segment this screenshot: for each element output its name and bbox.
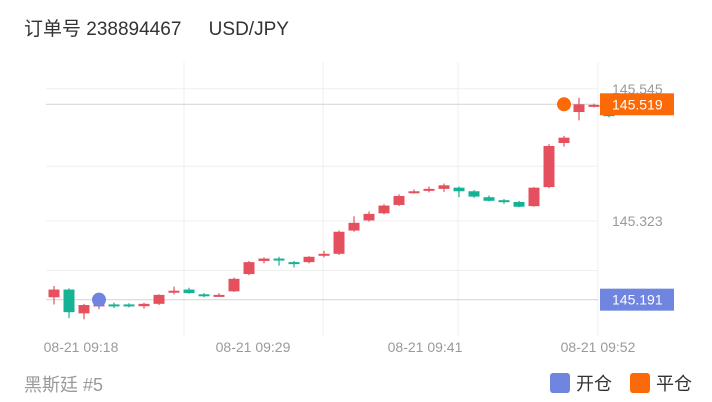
candle-body-21	[363, 213, 375, 221]
candle-body-23	[393, 196, 405, 205]
candlestick-chart: 145.545 145.323 145.519 145.191 08-21 09:18 0…	[44, 62, 674, 355]
source-label: 黑斯廷 #5	[24, 375, 104, 395]
candle-body-7	[153, 294, 165, 304]
candle-body-29	[483, 197, 495, 201]
candle-body-1	[63, 289, 75, 313]
x-tick-label-2: 08-21 09:41	[388, 339, 463, 355]
candle-body-10	[198, 294, 210, 297]
candle-body-15	[273, 258, 285, 261]
candle-body-28	[468, 191, 480, 197]
close-marker	[557, 97, 571, 112]
candle-body-25	[423, 188, 435, 191]
candle-body-12	[228, 278, 240, 292]
candle-body-2	[78, 305, 90, 314]
candle-body-22	[378, 205, 390, 214]
x-tick-label-0: 08-21 09:18	[44, 339, 119, 355]
candle-body-11	[213, 294, 225, 297]
candle-body-13	[243, 262, 255, 275]
open-swatch	[550, 373, 570, 393]
candle-body-14	[258, 258, 270, 261]
candle-body-30	[498, 200, 510, 203]
candle-body-0	[48, 289, 60, 298]
candle-body-8	[168, 290, 180, 293]
candle-body-27	[453, 187, 465, 192]
close-swatch	[630, 373, 650, 393]
candle-body-16	[288, 262, 300, 265]
legend-item-close: 平仓	[630, 370, 692, 396]
candle-body-33	[543, 145, 555, 188]
candle-body-9	[183, 289, 195, 294]
y-tick-label-1: 145.323	[612, 213, 663, 229]
candle-body-17	[303, 256, 315, 263]
price-tag-label-open: 145.191	[612, 292, 663, 308]
candle-body-36	[588, 104, 600, 107]
x-tick-label-3: 08-21 09:52	[561, 339, 636, 355]
candle-body-20	[348, 222, 360, 231]
legend-close-label: 平仓	[656, 374, 692, 394]
price-tag-open	[600, 288, 674, 311]
candle-body-18	[318, 253, 330, 256]
currency-pair: USD/JPY	[208, 19, 289, 40]
legend: 开仓 平仓	[532, 370, 692, 396]
candle-body-24	[408, 191, 420, 194]
candle-body-35	[573, 104, 585, 113]
x-tick-label-1: 08-21 09:29	[216, 339, 291, 355]
legend-item-open: 开仓	[550, 370, 612, 396]
price-tag-close	[600, 93, 674, 116]
price-tag-label-close: 145.519	[612, 96, 663, 112]
legend-open-label: 开仓	[576, 374, 612, 394]
chart-header: 订单号 238894467 USD/JPY	[24, 14, 289, 41]
candle-body-4	[108, 304, 120, 307]
order-number: 订单号 238894467	[24, 19, 182, 40]
candle-body-31	[513, 201, 525, 207]
candle-body-19	[333, 231, 345, 254]
candle-body-5	[123, 304, 135, 307]
y-tick-label-0: 145.545	[612, 81, 663, 97]
candle-body-6	[138, 303, 150, 307]
candle-body-34	[558, 137, 570, 144]
open-marker	[92, 292, 106, 307]
candle-body-32	[528, 187, 540, 207]
candle-body-26	[438, 185, 450, 189]
